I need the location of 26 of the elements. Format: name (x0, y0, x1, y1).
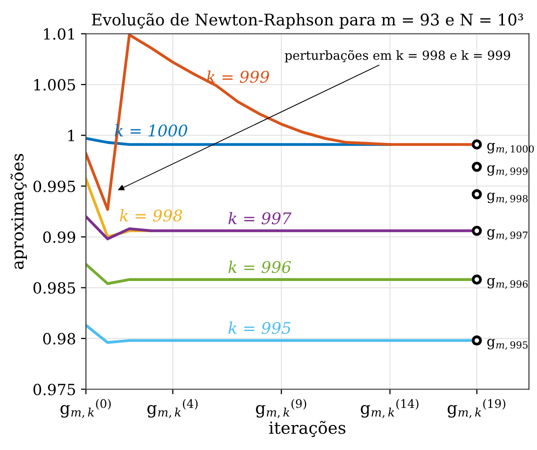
x-axis-title: iterações (269, 420, 346, 437)
y-tick-label: 0.975 (33, 384, 76, 396)
x-tick-label: g$_{m,k}$$^{(4)}$ (147, 398, 198, 418)
series-label: g$_{m,995}$ (487, 338, 528, 350)
series-label: g$_{m,998}$ (487, 192, 528, 204)
series-label: k = 995 (228, 322, 291, 334)
y-tick-label: 1 (68, 130, 74, 142)
series-label: g$_{m,997}$ (487, 229, 528, 240)
y-tick-label: 0.985 (33, 282, 76, 294)
y-axis-title: aproximações (10, 154, 27, 270)
series-label: g$_{m,996}$ (487, 278, 528, 289)
series-label: g$_{m,999}$ (487, 165, 528, 176)
series-label: k = 997 (228, 212, 292, 224)
y-tick-label: 1.01 (44, 28, 74, 40)
y-tick-label: 0.995 (33, 180, 76, 192)
x-tick-label: g$_{m,k}$$^{(14)}$ (360, 398, 418, 418)
y-tick-label: 0.98 (43, 332, 76, 344)
series-label: k = 996 (228, 260, 291, 274)
x-tick-label: g$_{m,k}$$^{(0)}$ (60, 398, 111, 418)
x-tick-label: g$_{m,k}$$^{(19)}$ (448, 398, 506, 418)
x-tick-label: g$_{m,k}$$^{(9)}$ (256, 398, 306, 418)
annotation: perturbações em k = 998 e k = 999 (284, 50, 510, 62)
chart-title: Evolução de Newton-Raphson para m = 93 e N = 10³ (92, 13, 524, 29)
series-label: k = 998 (120, 209, 182, 222)
y-tick-label: 0.99 (43, 231, 76, 243)
y-tick-label: 1.005 (34, 79, 76, 91)
